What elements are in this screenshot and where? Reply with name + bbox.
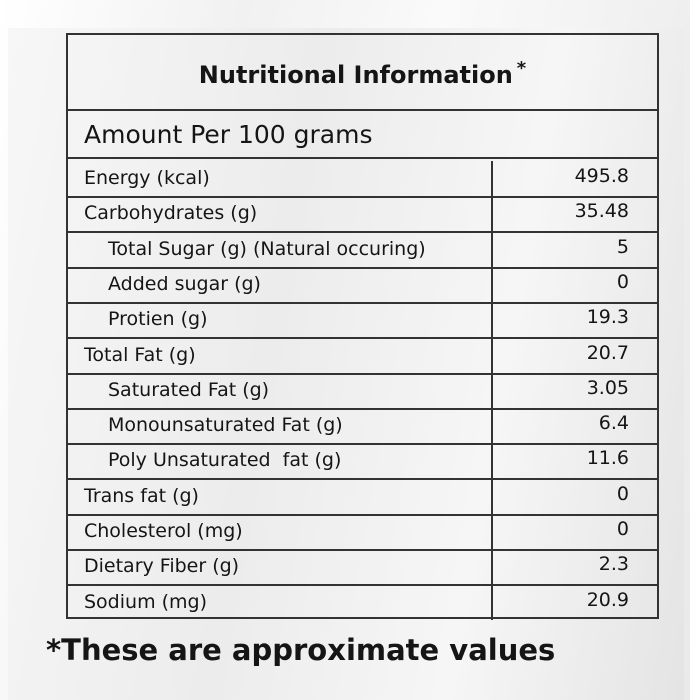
nutrient-value: 19.3 — [491, 302, 657, 338]
table-row: Sodium (mg) 20.9 — [68, 584, 657, 620]
title-mark: * — [516, 58, 527, 79]
nutrient-name: Monounsaturated Fat (g) — [108, 414, 343, 437]
table-row: Trans fat (g) 0 — [68, 478, 657, 516]
nutrient-name: Sodium (mg) — [84, 590, 208, 613]
table-row: Total Fat (g) 20.7 — [68, 337, 657, 375]
table-title: Nutritional Information — [198, 61, 513, 89]
nutrient-name: Added sugar (g) — [108, 272, 261, 295]
nutrient-name: Energy (kcal) — [84, 167, 210, 189]
nutrient-value: 0 — [491, 514, 657, 549]
table-row: Added sugar (g) 0 — [68, 266, 657, 304]
nutrient-value: 6.4 — [491, 408, 657, 444]
nutrient-value: 11.6 — [491, 443, 657, 479]
table-row: Protien (g) 19.3 — [68, 302, 657, 340]
nutrient-value: 0 — [491, 478, 657, 514]
nutrient-value: 2.3 — [491, 549, 657, 585]
nutrient-value: 0 — [491, 266, 657, 302]
nutrient-value: 20.7 — [491, 337, 657, 373]
nutrient-name: Saturated Fat (g) — [108, 378, 270, 401]
nutrient-name: Total Sugar (g) (Natural occuring) — [108, 237, 426, 260]
nutrient-name: Cholesterol (mg) — [84, 520, 243, 542]
table-row: Energy (kcal) 495.8 — [68, 161, 657, 198]
table-row: Monounsaturated Fat (g) 6.4 — [68, 408, 657, 446]
table-row: Poly Unsaturated fat (g) 11.6 — [68, 443, 657, 481]
nutrient-value: 20.9 — [491, 584, 657, 620]
nutrient-value: 495.8 — [491, 161, 657, 196]
nutrient-name: Trans fat (g) — [84, 484, 199, 507]
nutrient-value: 3.05 — [491, 372, 657, 408]
table-row: Carbohydrates (g) 35.48 — [68, 196, 657, 234]
nutrition-table: Nutritional Information * Amount Per 100 … — [66, 33, 659, 620]
table-title-cell: Nutritional Information * — [68, 35, 657, 111]
table-row: Saturated Fat (g) 3.05 — [68, 372, 657, 410]
label-background — [8, 28, 684, 700]
nutrient-value: 5 — [491, 231, 657, 267]
table-row: Cholesterol (mg) 0 — [68, 514, 657, 551]
footnote: *These are approximate values — [46, 633, 556, 667]
nutrient-name: Protien (g) — [108, 308, 208, 331]
table-row: Dietary Fiber (g) 2.3 — [68, 549, 657, 587]
nutrient-value: 35.48 — [491, 196, 657, 232]
table-row: Total Sugar (g) (Natural occuring) 5 — [68, 231, 657, 269]
serving-size: Amount Per 100 grams — [68, 111, 657, 159]
nutrient-name: Carbohydrates (g) — [84, 202, 258, 225]
nutrient-name: Dietary Fiber (g) — [84, 555, 240, 578]
nutrient-name: Total Fat (g) — [84, 343, 196, 366]
nutrient-name: Poly Unsaturated fat (g) — [108, 449, 342, 472]
